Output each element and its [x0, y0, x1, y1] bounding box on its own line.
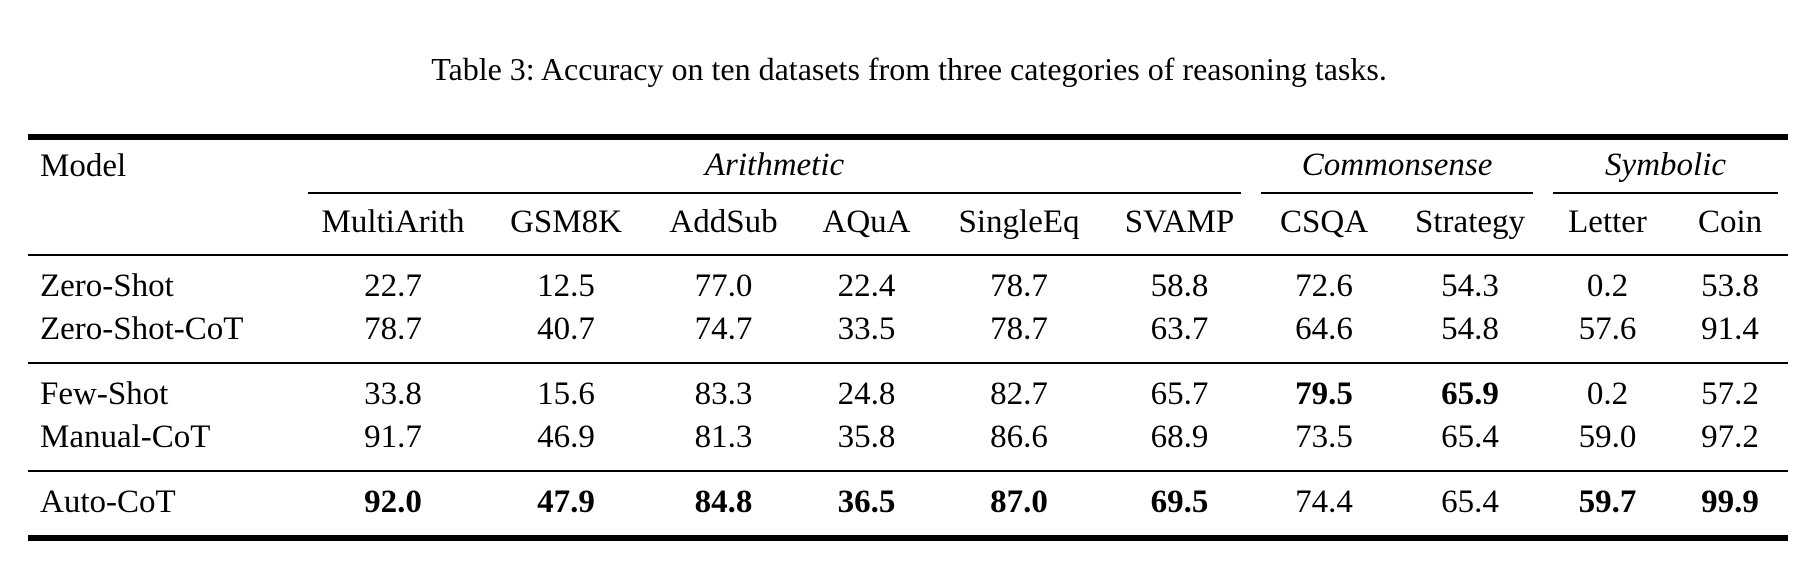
row-label: Zero-Shot: [40, 268, 174, 304]
table-row-few-shot: Few-Shot 33.8 15.6 83.3 24.8 82.7 65.7 79.5 65.9…: [28, 363, 1788, 416]
table-cell: 53.8: [1701, 268, 1759, 304]
table-cell: 35.8: [803, 416, 930, 472]
model-column-header: Model: [28, 137, 298, 256]
table-row-auto-cot: Auto-CoT 92.0 47.9 84.8 36.5 87.0 69.5 74.4 65.4…: [28, 471, 1788, 538]
group-cmidrule: Symbolic: [1553, 146, 1779, 194]
table-cell: 40.7: [488, 308, 644, 364]
table-cell: 46.9: [488, 416, 644, 472]
results-table: Model Arithmetic Commonsense Symbolic Mult…: [28, 134, 1789, 541]
table-row-manual-cot: Manual-CoT 91.7 46.9 81.3 35.8 86.6 68.9 73.5 65…: [28, 416, 1789, 472]
column-header-svamp: SVAMP: [1108, 194, 1252, 256]
group-cmidrule: Commonsense: [1261, 146, 1534, 194]
table-cell: 84.8: [694, 484, 753, 520]
table-cell: 59.7: [1578, 484, 1637, 520]
group-header-arithmetic: Arithmetic: [298, 137, 1251, 194]
column-header-gsm8k: GSM8K: [488, 194, 644, 256]
table-cell: 65.9: [1441, 376, 1499, 412]
table-cell: 63.7: [1108, 308, 1252, 364]
group-cmidrule: Arithmetic: [308, 146, 1242, 194]
table-cell: 65.4: [1397, 416, 1544, 472]
table-cell: 64.6: [1251, 308, 1398, 364]
column-header-csqa: CSQA: [1251, 194, 1398, 256]
column-header-addsub: AddSub: [644, 194, 803, 256]
table-cell: 86.6: [930, 416, 1108, 472]
table-cell: 59.0: [1543, 416, 1673, 472]
table-cell: 0.2: [1586, 268, 1629, 304]
column-header-singleeq: SingleEq: [930, 194, 1108, 256]
table-cell: 91.7: [298, 416, 488, 472]
table-cell: 58.8: [1150, 268, 1209, 304]
table-caption: Table 3: Accuracy on ten datasets from t…: [431, 51, 1387, 87]
table-cell: 65.4: [1441, 484, 1499, 520]
group-label: Commonsense: [1301, 147, 1493, 183]
table-cell: 91.4: [1672, 308, 1789, 364]
table-cell: 78.7: [298, 308, 488, 364]
table-cell: 79.5: [1295, 376, 1353, 412]
table-cell: 74.4: [1295, 484, 1353, 520]
table-cell: 54.8: [1397, 308, 1544, 364]
group-label: Symbolic: [1605, 147, 1727, 183]
table-cell: 57.6: [1543, 308, 1673, 364]
table-cell: 68.9: [1108, 416, 1252, 472]
row-label: Auto-CoT: [40, 484, 176, 520]
column-header-aqua: AQuA: [803, 194, 930, 256]
column-header-row: MultiArith GSM8K AddSub AQuA SingleEq SVAMP CS…: [28, 194, 1789, 256]
table-cell: 69.5: [1150, 484, 1209, 520]
table-cell: 12.5: [537, 268, 595, 304]
column-header-coin: Coin: [1672, 194, 1789, 256]
table-cell: 22.7: [364, 268, 422, 304]
table-cell: 87.0: [990, 484, 1048, 520]
table-cell: 99.9: [1701, 484, 1759, 520]
table-cell: 82.7: [990, 376, 1048, 412]
group-label: Arithmetic: [704, 147, 845, 183]
table-cell: 77.0: [694, 268, 753, 304]
table-cell: 73.5: [1251, 416, 1398, 472]
table-cell: 57.2: [1701, 376, 1759, 412]
table-row-zero-shot-cot: Zero-Shot-CoT 78.7 40.7 74.7 33.5 78.7 63.7 64.…: [28, 308, 1789, 364]
table-cell: 33.5: [803, 308, 930, 364]
table-cell: 65.7: [1150, 376, 1209, 412]
table-cell: 92.0: [364, 484, 422, 520]
table-body: Zero-Shot 22.7 12.5 77.0 22.4 78.7 58.8 72.6 54.…: [28, 255, 1789, 538]
column-header-multiarith: MultiArith: [298, 194, 488, 256]
table-cell: 24.8: [837, 376, 896, 412]
table-cell: 78.7: [930, 308, 1108, 364]
table-cell: 78.7: [990, 268, 1048, 304]
table-cell: 83.3: [694, 376, 753, 412]
table-cell: 54.3: [1441, 268, 1499, 304]
table-row-zero-shot: Zero-Shot 22.7 12.5 77.0 22.4 78.7 58.8 72.6 54.…: [28, 255, 1788, 308]
group-header-symbolic: Symbolic: [1543, 137, 1788, 194]
table-cell: 22.4: [837, 268, 896, 304]
group-header-commonsense: Commonsense: [1251, 137, 1543, 194]
group-header-row: Model Arithmetic Commonsense Symbolic: [28, 137, 1788, 256]
table-cell: 81.3: [644, 416, 803, 472]
table-cell: 15.6: [537, 376, 595, 412]
table-cell: 74.7: [644, 308, 803, 364]
column-header-letter: Letter: [1543, 194, 1673, 256]
row-label: Manual-CoT: [28, 416, 298, 472]
column-header-strategy: Strategy: [1397, 194, 1544, 256]
row-label: Few-Shot: [40, 376, 169, 412]
table-cell: 47.9: [537, 484, 595, 520]
table-cell: 36.5: [837, 484, 896, 520]
table-cell: 97.2: [1672, 416, 1789, 472]
table-cell: 72.6: [1295, 268, 1353, 304]
row-label: Zero-Shot-CoT: [28, 308, 298, 364]
table-cell: 0.2: [1586, 376, 1629, 412]
table-cell: 33.8: [364, 376, 422, 412]
